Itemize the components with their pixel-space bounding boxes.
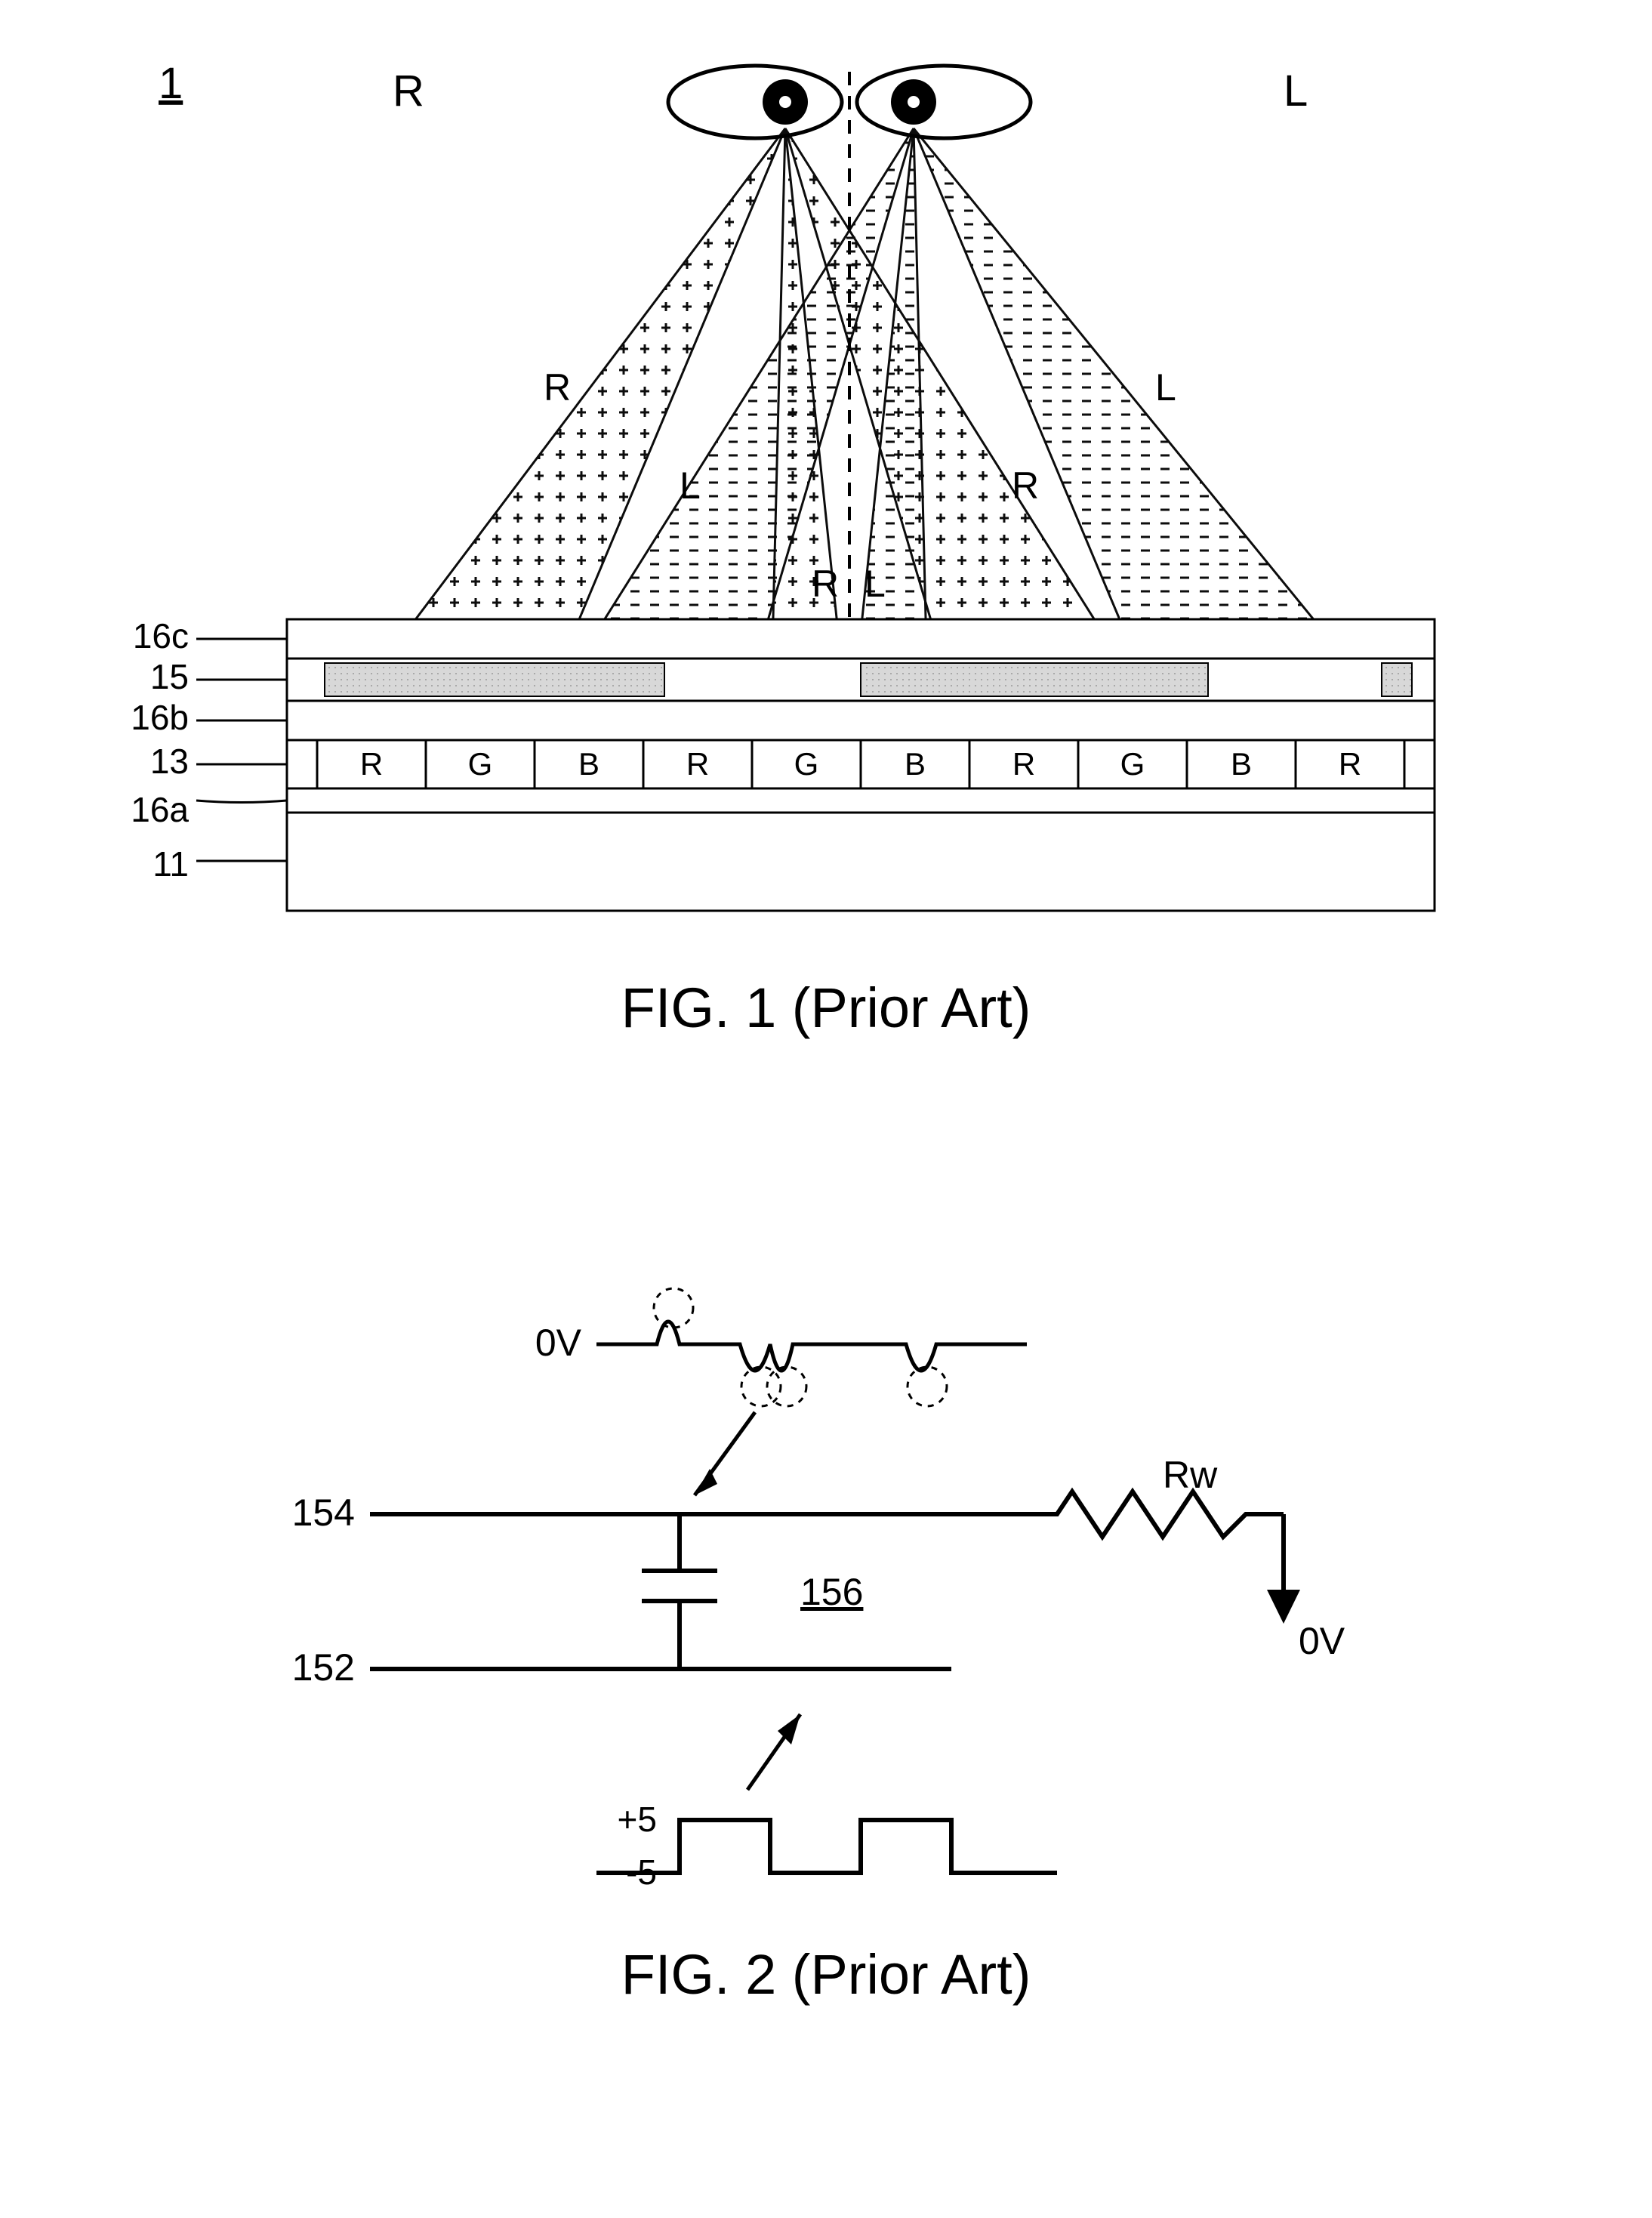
ref-154: 154: [292, 1492, 355, 1534]
gnd-label: 0V: [1299, 1620, 1345, 1662]
pixel-row: RGBRGBRGBR: [317, 740, 1404, 788]
eye-r-label: R: [393, 66, 424, 116]
device-stack: RGBRGBRGBR: [287, 619, 1435, 911]
subpixel-label: R: [360, 746, 383, 782]
svg-text:15: 15: [150, 657, 189, 696]
svg-text:L: L: [1155, 366, 1176, 409]
bottom-arrow: [747, 1714, 800, 1790]
subpixel-label: R: [1012, 746, 1035, 782]
figure-ref-1: 1: [159, 59, 183, 108]
circuit: 154 156 152 Rw 0V: [292, 1454, 1345, 1689]
ref-156: 156: [800, 1571, 863, 1613]
svg-text:16c: 16c: [133, 616, 189, 656]
svg-text:11: 11: [153, 844, 189, 884]
fig2-caption: FIG. 2 (Prior Art): [621, 1943, 1031, 2006]
resistor-label: Rw: [1163, 1454, 1218, 1496]
svg-text:L: L: [865, 563, 886, 605]
bottom-waveform: +5 -5: [596, 1800, 1057, 1892]
layer-refs: 16c 15 16b 13 16a 11: [131, 616, 287, 884]
svg-text:13: 13: [150, 742, 189, 781]
eye-l-label: L: [1284, 66, 1308, 116]
svg-text:R: R: [544, 366, 571, 409]
subpixel-label: G: [468, 746, 493, 782]
svg-text:R: R: [1012, 464, 1039, 507]
subpixel-label: B: [578, 746, 599, 782]
subpixel-label: R: [1339, 746, 1361, 782]
svg-text:16a: 16a: [131, 790, 189, 829]
ref-152: 152: [292, 1646, 355, 1689]
svg-text:R: R: [812, 563, 839, 605]
svg-text:+5: +5: [618, 1800, 657, 1839]
subpixel-label: B: [1231, 746, 1252, 782]
figure-2: 0V 154 156 152 Rw: [0, 1246, 1652, 2152]
figure-1: 1 R L: [0, 0, 1652, 1095]
svg-text:0V: 0V: [535, 1322, 582, 1364]
subpixel-label: R: [686, 746, 709, 782]
top-waveform: 0V: [535, 1288, 1027, 1495]
fig1-caption: FIG. 1 (Prior Art): [621, 976, 1031, 1039]
svg-text:L: L: [680, 464, 701, 507]
svg-text:16b: 16b: [131, 698, 189, 737]
subpixel-label: G: [794, 746, 819, 782]
subpixel-label: G: [1120, 746, 1145, 782]
subpixel-label: B: [905, 746, 926, 782]
page-root: 1 R L: [0, 0, 1652, 2218]
